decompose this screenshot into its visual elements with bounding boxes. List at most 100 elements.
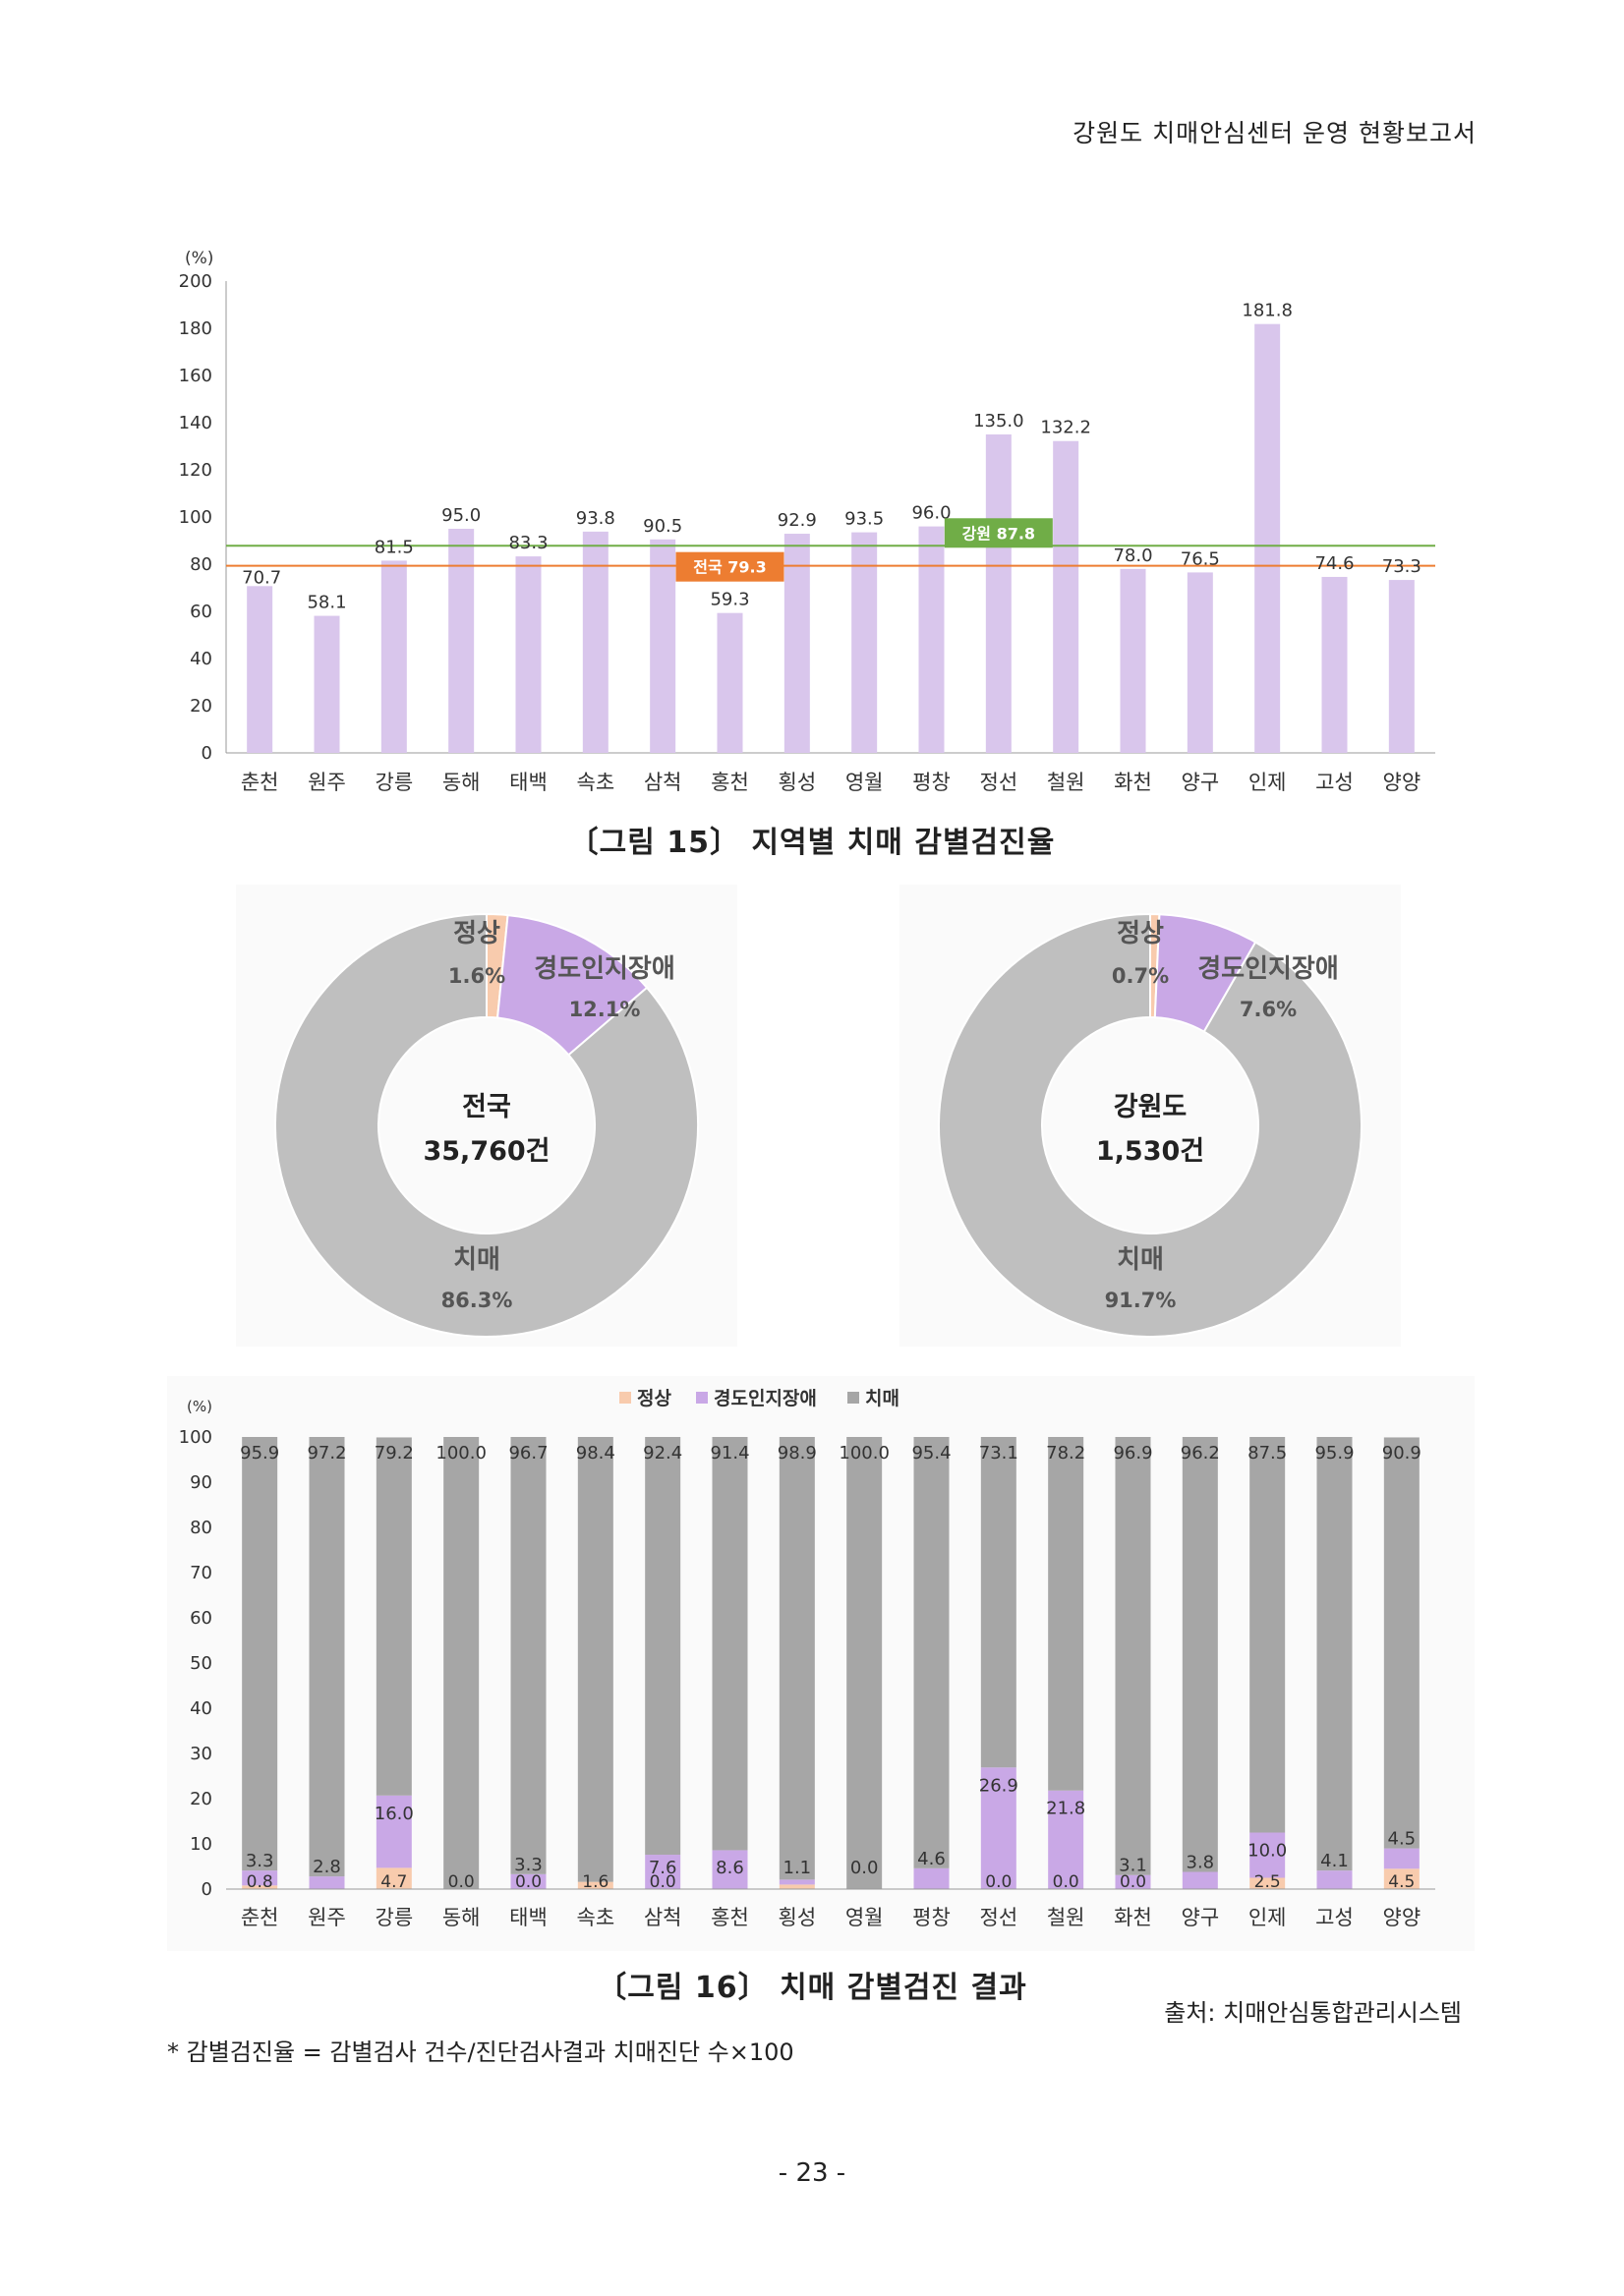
stacked-bar-segment bbox=[1182, 1871, 1218, 1889]
x-tick-label: 영월 bbox=[845, 771, 884, 794]
bar bbox=[918, 526, 945, 753]
slice-name-label: 치매 bbox=[1117, 1245, 1164, 1275]
legend-swatch bbox=[847, 1392, 859, 1404]
stacked-bar-segment bbox=[376, 1437, 412, 1796]
data-label: 100.0 bbox=[839, 1443, 890, 1464]
data-label: 87.5 bbox=[1247, 1443, 1287, 1464]
data-label: 92.4 bbox=[643, 1443, 682, 1464]
slice-value-label: 1.6% bbox=[448, 964, 505, 988]
slice-name-label: 경도인지장애 bbox=[534, 954, 675, 984]
stacked-bar-segment bbox=[1249, 1437, 1286, 1833]
data-label: 91.4 bbox=[710, 1443, 749, 1464]
x-tick-label: 철원 bbox=[1047, 1906, 1085, 1929]
report-header: 강원도 치매안심센터 운영 현황보고서 bbox=[1073, 119, 1477, 147]
stacked-bar-segment bbox=[779, 1437, 815, 1880]
data-label: 95.0 bbox=[441, 505, 481, 526]
x-tick-label: 횡성 bbox=[779, 771, 817, 794]
data-label: 181.8 bbox=[1242, 301, 1293, 321]
stacked-bar-segment bbox=[577, 1881, 613, 1889]
y-tick-label: 200 bbox=[179, 271, 212, 292]
x-tick-label: 고성 bbox=[1315, 1906, 1354, 1929]
stacked-bar-segment bbox=[309, 1437, 345, 1877]
donut-slice bbox=[938, 912, 1363, 1338]
stacked-bar-segment bbox=[242, 1437, 278, 1871]
data-label: 59.3 bbox=[710, 590, 749, 610]
data-label: 21.8 bbox=[1046, 1799, 1085, 1819]
y-tick-label: 100 bbox=[179, 507, 212, 528]
stacked-bar-segment bbox=[376, 1795, 412, 1868]
data-label: 81.5 bbox=[375, 537, 414, 557]
bar bbox=[582, 531, 609, 753]
donut-center-value: 1,530건 bbox=[1096, 1136, 1204, 1167]
y-tick-label: 40 bbox=[190, 1698, 212, 1719]
data-label: 7.6 bbox=[649, 1858, 677, 1878]
stacked-bar-segment bbox=[1383, 1848, 1420, 1869]
bar bbox=[1187, 572, 1213, 753]
stacked-bar-segment bbox=[779, 1884, 815, 1889]
slice-name-label: 정상 bbox=[453, 919, 500, 948]
y-tick-label: 180 bbox=[179, 318, 212, 339]
slice-value-label: 91.7% bbox=[1105, 1289, 1177, 1312]
stacked-bar-segment bbox=[1316, 1870, 1353, 1889]
data-label: 93.8 bbox=[576, 508, 615, 529]
data-label: 92.9 bbox=[778, 510, 817, 531]
x-tick-label: 영월 bbox=[845, 1906, 884, 1929]
data-label: 16.0 bbox=[375, 1804, 414, 1824]
y-tick-label: 20 bbox=[190, 1789, 212, 1809]
data-label: 93.5 bbox=[844, 509, 884, 530]
data-label: 0.0 bbox=[448, 1872, 475, 1892]
x-tick-label: 평창 bbox=[912, 771, 951, 794]
x-tick-label: 속초 bbox=[577, 771, 615, 794]
y-tick-label: 120 bbox=[179, 460, 212, 481]
stacked-bar-segment bbox=[645, 1855, 681, 1889]
stacked-bar-segment bbox=[779, 1879, 815, 1885]
bar bbox=[1120, 568, 1146, 753]
data-label: 78.2 bbox=[1046, 1443, 1085, 1464]
x-tick-label: 양구 bbox=[1182, 771, 1220, 794]
y-axis-unit: (%) bbox=[185, 249, 213, 268]
data-label: 0.0 bbox=[985, 1872, 1012, 1892]
data-label: 74.6 bbox=[1314, 553, 1354, 574]
footnote: * 감별검진율 = 감별검사 건수/진단검사결과 치매진단 수×100 bbox=[167, 2038, 794, 2066]
slice-name-label: 경도인지장애 bbox=[1197, 954, 1339, 984]
reference-label: 전국 79.3 bbox=[693, 558, 767, 577]
stacked-bar-segment bbox=[846, 1437, 883, 1889]
stacked-bar-segment bbox=[577, 1437, 613, 1882]
data-label: 132.2 bbox=[1040, 418, 1091, 438]
stacked-bar-segment bbox=[443, 1437, 480, 1889]
data-label: 8.6 bbox=[716, 1858, 744, 1878]
data-label: 95.9 bbox=[1314, 1443, 1354, 1464]
bar bbox=[515, 556, 542, 753]
data-label: 135.0 bbox=[973, 411, 1024, 431]
x-tick-label: 양양 bbox=[1383, 1906, 1421, 1929]
data-label: 3.3 bbox=[514, 1855, 543, 1875]
data-label: 96.2 bbox=[1181, 1443, 1220, 1464]
x-tick-label: 정선 bbox=[980, 771, 1018, 794]
bar bbox=[717, 612, 743, 753]
y-tick-label: 80 bbox=[190, 1518, 212, 1538]
y-tick-label: 60 bbox=[190, 602, 212, 622]
y-tick-label: 30 bbox=[190, 1744, 212, 1764]
y-tick-label: 50 bbox=[190, 1653, 212, 1674]
data-label: 2.5 bbox=[1254, 1872, 1281, 1892]
y-tick-label: 140 bbox=[179, 413, 212, 433]
national-donut-chart: 전국 35,760건 정상 1.6% 경도인지장애 12.1% 치매 86.3% bbox=[236, 885, 737, 1347]
donut-slice bbox=[274, 912, 699, 1338]
data-label: 4.1 bbox=[1320, 1851, 1349, 1871]
slice-value-label: 12.1% bbox=[569, 998, 641, 1021]
figure-16-caption: 〔그림 16〕 치매 감별검진 결과 bbox=[597, 1971, 1027, 2005]
reference-label: 강원 87.8 bbox=[962, 524, 1035, 543]
bar bbox=[1254, 323, 1281, 753]
data-label: 3.3 bbox=[246, 1851, 274, 1871]
stacked-bar-segment bbox=[1316, 1437, 1353, 1871]
x-tick-label: 홍천 bbox=[711, 1906, 749, 1929]
stacked-bar-segment bbox=[1249, 1832, 1286, 1878]
stacked-bar-segment bbox=[1115, 1874, 1151, 1889]
x-tick-label: 화천 bbox=[1114, 771, 1152, 794]
x-tick-label: 춘천 bbox=[241, 771, 279, 794]
data-label: 4.5 bbox=[1388, 1872, 1415, 1892]
data-label: 0.8 bbox=[247, 1872, 273, 1892]
reference-label-box bbox=[944, 518, 1053, 548]
reference-label-box bbox=[675, 551, 784, 582]
x-tick-label: 홍천 bbox=[711, 771, 749, 794]
